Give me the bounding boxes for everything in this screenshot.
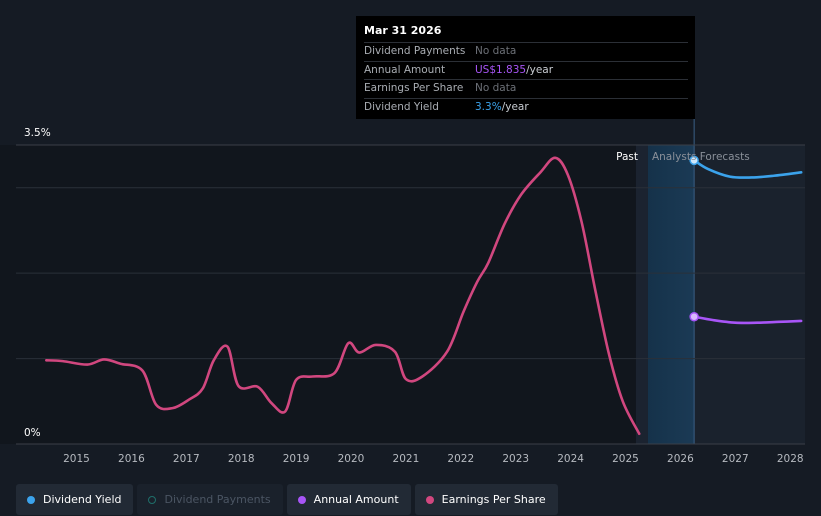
legend-label: Dividend Payments [164, 493, 271, 506]
x-tick-label: 2019 [283, 453, 310, 465]
legend-item-dividend-yield[interactable]: Dividend Yield [16, 484, 134, 515]
past-boundary-band [635, 145, 648, 444]
x-tick-label: 2027 [722, 453, 749, 465]
tooltip-label: Dividend Yield [364, 100, 439, 113]
legend: Dividend Yield Dividend Payments Annual … [16, 484, 558, 515]
x-tick-label: 2020 [338, 453, 365, 465]
eps-line [45, 156, 641, 436]
chart-area: 3.5% 0% Past Analysts Forecasts 2015 2016 2017… [0, 16, 805, 465]
forecast-label: Analysts Forecasts [652, 151, 750, 163]
x-tick-label: 2025 [612, 453, 639, 465]
legend-dot-icon [148, 495, 157, 504]
y-axis-bottom-label: 0% [24, 427, 41, 439]
tooltip-value: 3.3%/year [475, 100, 529, 113]
tooltip-panel: Mar 31 2026 Dividend Payments No data An… [356, 16, 695, 119]
tooltip-value: US$1.835/year [475, 63, 554, 76]
tooltip-value: No data [475, 82, 517, 94]
tooltip-label: Dividend Payments [364, 45, 466, 57]
tooltip-row-dividend-yield: Dividend Yield 3.3%/year [364, 97, 688, 117]
x-tick-label: 2023 [502, 453, 529, 465]
x-tick-label: 2015 [63, 453, 90, 465]
tooltip-label: Earnings Per Share [364, 82, 464, 94]
forecast-band [647, 145, 695, 444]
x-tick-label: 2018 [228, 453, 255, 465]
analyst-forecast-region [694, 145, 805, 444]
tooltip-date: Mar 31 2026 [364, 24, 442, 37]
x-tick-label: 2022 [447, 453, 474, 465]
dividend-yield-line-marker [689, 155, 699, 166]
x-tick-label: 2024 [557, 453, 584, 465]
tooltip-row-earnings-per-share: Earnings Per Share No data [364, 79, 688, 98]
x-tick-label: 2028 [777, 453, 804, 465]
legend-item-dividend-payments[interactable]: Dividend Payments [137, 484, 283, 515]
x-tick-label: 2016 [118, 453, 145, 465]
x-tick-label: 2021 [393, 453, 420, 465]
legend-dot-icon [297, 495, 306, 504]
tooltip-row-annual-amount: Annual Amount US$1.835/year [364, 60, 688, 80]
legend-dot-icon [27, 495, 35, 504]
tooltip-row-dividend-payments: Dividend Payments No data [364, 42, 688, 61]
annual-amount-line [692, 315, 803, 325]
legend-label: Earnings Per Share [441, 493, 546, 506]
y-axis-top-label: 3.5% [24, 127, 51, 139]
annual-amount-line-marker [689, 311, 699, 322]
legend-dot-icon [425, 495, 434, 504]
legend-item-earnings-per-share[interactable]: Earnings Per Share [414, 484, 558, 515]
past-region [0, 145, 642, 444]
legend-item-annual-amount[interactable]: Annual Amount [286, 484, 411, 515]
x-tick-label: 2026 [667, 453, 694, 465]
past-label: Past [616, 151, 638, 163]
dividend-yield-line [692, 159, 803, 179]
legend-label: Annual Amount [313, 493, 399, 506]
tooltip-label: Annual Amount [364, 63, 446, 76]
legend-label: Dividend Yield [43, 493, 122, 506]
tooltip-value: No data [475, 45, 517, 57]
x-tick-label: 2017 [173, 453, 200, 465]
